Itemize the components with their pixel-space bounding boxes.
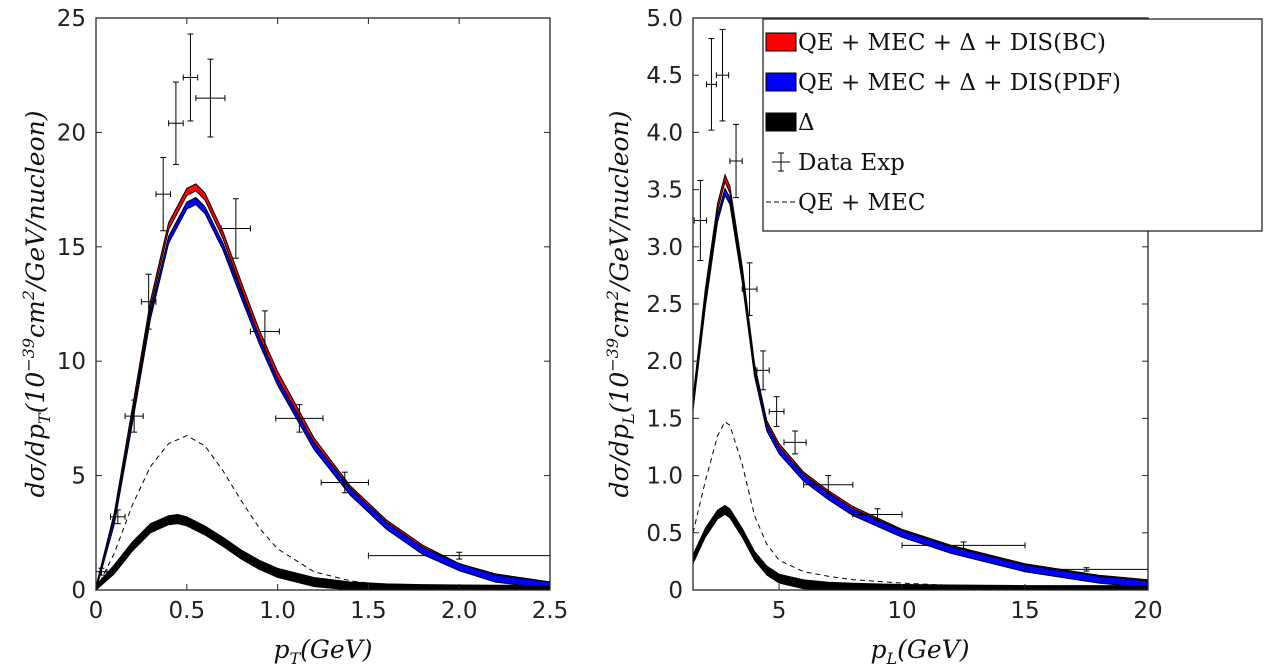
left-x-tick-label: 1.5	[350, 598, 387, 624]
right-data-point	[901, 541, 1026, 550]
left-data-point	[124, 399, 144, 433]
right-data-point	[715, 28, 730, 122]
right-x-tick-label: 5	[772, 598, 787, 624]
left-y-axis-label: dσ/dpT(10−39cm2/GeV/nucleon)	[19, 111, 54, 498]
legend-entry: QE + MEC + Δ + DIS(BC)	[765, 30, 1106, 56]
legend-swatch	[765, 112, 797, 132]
right-data-point	[729, 123, 743, 199]
right-data-point	[803, 475, 854, 495]
right-band-qe-mec-dis-bc	[692, 173, 1149, 588]
left-y-tick-label: 5	[71, 464, 86, 490]
right-y-tick-label: 1.5	[646, 406, 683, 432]
legend-label: QE + MEC	[798, 190, 925, 216]
left-x-axis-label: pT(GeV)	[273, 635, 372, 666]
right-data-point	[852, 508, 903, 521]
right-y-tick-label: 0	[668, 578, 683, 604]
left-band-qe-mec-dis-bc	[95, 183, 551, 591]
right-x-tick-label: 10	[887, 598, 916, 624]
legend-entry: Data Exp	[772, 150, 905, 176]
left-chart-series	[95, 183, 551, 592]
left-data-point	[275, 404, 324, 433]
right-x-tick-label: 20	[1133, 598, 1162, 624]
left-chart-ticks: 0 0.5 1.0 1.5 2.0 2.5 0 5 10 15 20 25	[57, 6, 569, 624]
right-y-tick-label: 2.0	[646, 349, 683, 375]
left-chart-data-points	[95, 33, 551, 576]
right-y-axis-label: dσ/dpL(10−39cm2/GeV/nucleon)	[603, 111, 638, 498]
left-data-point	[320, 471, 369, 494]
left-x-tick-label: 2.0	[441, 598, 478, 624]
right-chart-series	[692, 173, 1149, 591]
right-data-point	[768, 396, 785, 427]
left-y-tick-label: 25	[57, 6, 86, 32]
left-x-tick-label: 0	[89, 598, 104, 624]
right-y-tick-label: 4.0	[646, 120, 683, 146]
left-data-point	[195, 58, 226, 138]
right-y-tick-label: 2.5	[646, 292, 683, 318]
left-x-tick-label: 1.0	[259, 598, 296, 624]
legend-entry: QE + MEC	[766, 190, 925, 216]
right-x-axis-label: pL(GeV)	[871, 635, 970, 666]
left-band-qe-mec-dis-pdf	[95, 196, 551, 591]
right-x-tick-label: 15	[1010, 598, 1039, 624]
right-data-point	[756, 350, 770, 391]
right-y-tick-label: 4.5	[646, 63, 683, 89]
legend-label: Δ	[798, 110, 815, 136]
left-x-tick-label: 2.5	[532, 598, 569, 624]
right-data-point	[706, 38, 717, 131]
left-series-qe-mec	[95, 435, 551, 591]
right-chart: 5 10 15 20 0 0.5 1.0 1.5 2.0 2.5 3.0 3.5 4.0 4.5 5.0 d…	[603, 6, 1163, 666]
legend-swatch	[765, 72, 797, 92]
left-data-point	[95, 567, 108, 576]
left-y-tick-label: 0	[71, 578, 86, 604]
left-y-tick-label: 20	[57, 120, 86, 146]
left-y-tick-label: 10	[57, 349, 86, 375]
legend-entry: QE + MEC + Δ + DIS(PDF)	[765, 70, 1121, 96]
left-data-point	[182, 33, 199, 122]
right-y-tick-label: 5.0	[646, 6, 683, 32]
legend-label: QE + MEC + Δ + DIS(BC)	[798, 30, 1106, 56]
left-data-point	[140, 273, 157, 330]
left-plot-frame	[95, 17, 551, 591]
right-y-tick-label: 3.0	[646, 235, 683, 261]
left-data-point	[220, 198, 251, 259]
chart-legend: QE + MEC + Δ + DIS(BC) QE + MEC + Δ + DIS…	[762, 18, 1263, 232]
right-y-tick-label: 3.5	[646, 178, 683, 204]
legend-label: QE + MEC + Δ + DIS(PDF)	[798, 70, 1121, 96]
right-series-qe-mec	[692, 421, 1149, 591]
left-data-point	[155, 157, 171, 232]
left-data-point	[110, 509, 126, 525]
right-y-tick-label: 1.0	[646, 464, 683, 490]
left-band-delta	[95, 513, 551, 592]
right-data-point	[741, 262, 758, 316]
legend-entry: Δ	[765, 110, 815, 136]
right-y-tick-label: 0.5	[646, 521, 683, 547]
legend-box	[762, 18, 1263, 232]
left-y-tick-label: 15	[57, 235, 86, 261]
left-data-point	[367, 551, 551, 560]
left-data-point	[249, 310, 280, 353]
left-x-tick-label: 0.5	[169, 598, 206, 624]
legend-label: Data Exp	[798, 150, 905, 176]
left-chart: 0 0.5 1.0 1.5 2.0 2.5 0 5 10 15 20 25 dσ/dpT(10−39c…	[19, 6, 568, 666]
left-data-point	[168, 81, 184, 165]
right-chart-ticks: 5 10 15 20 0 0.5 1.0 1.5 2.0 2.5 3.0 3.5 4.0 4.5 5.0	[646, 6, 1162, 624]
right-data-point	[783, 430, 807, 455]
right-band-qe-mec-dis-pdf	[692, 187, 1149, 589]
legend-swatch	[765, 32, 797, 52]
right-data-point	[693, 179, 708, 262]
